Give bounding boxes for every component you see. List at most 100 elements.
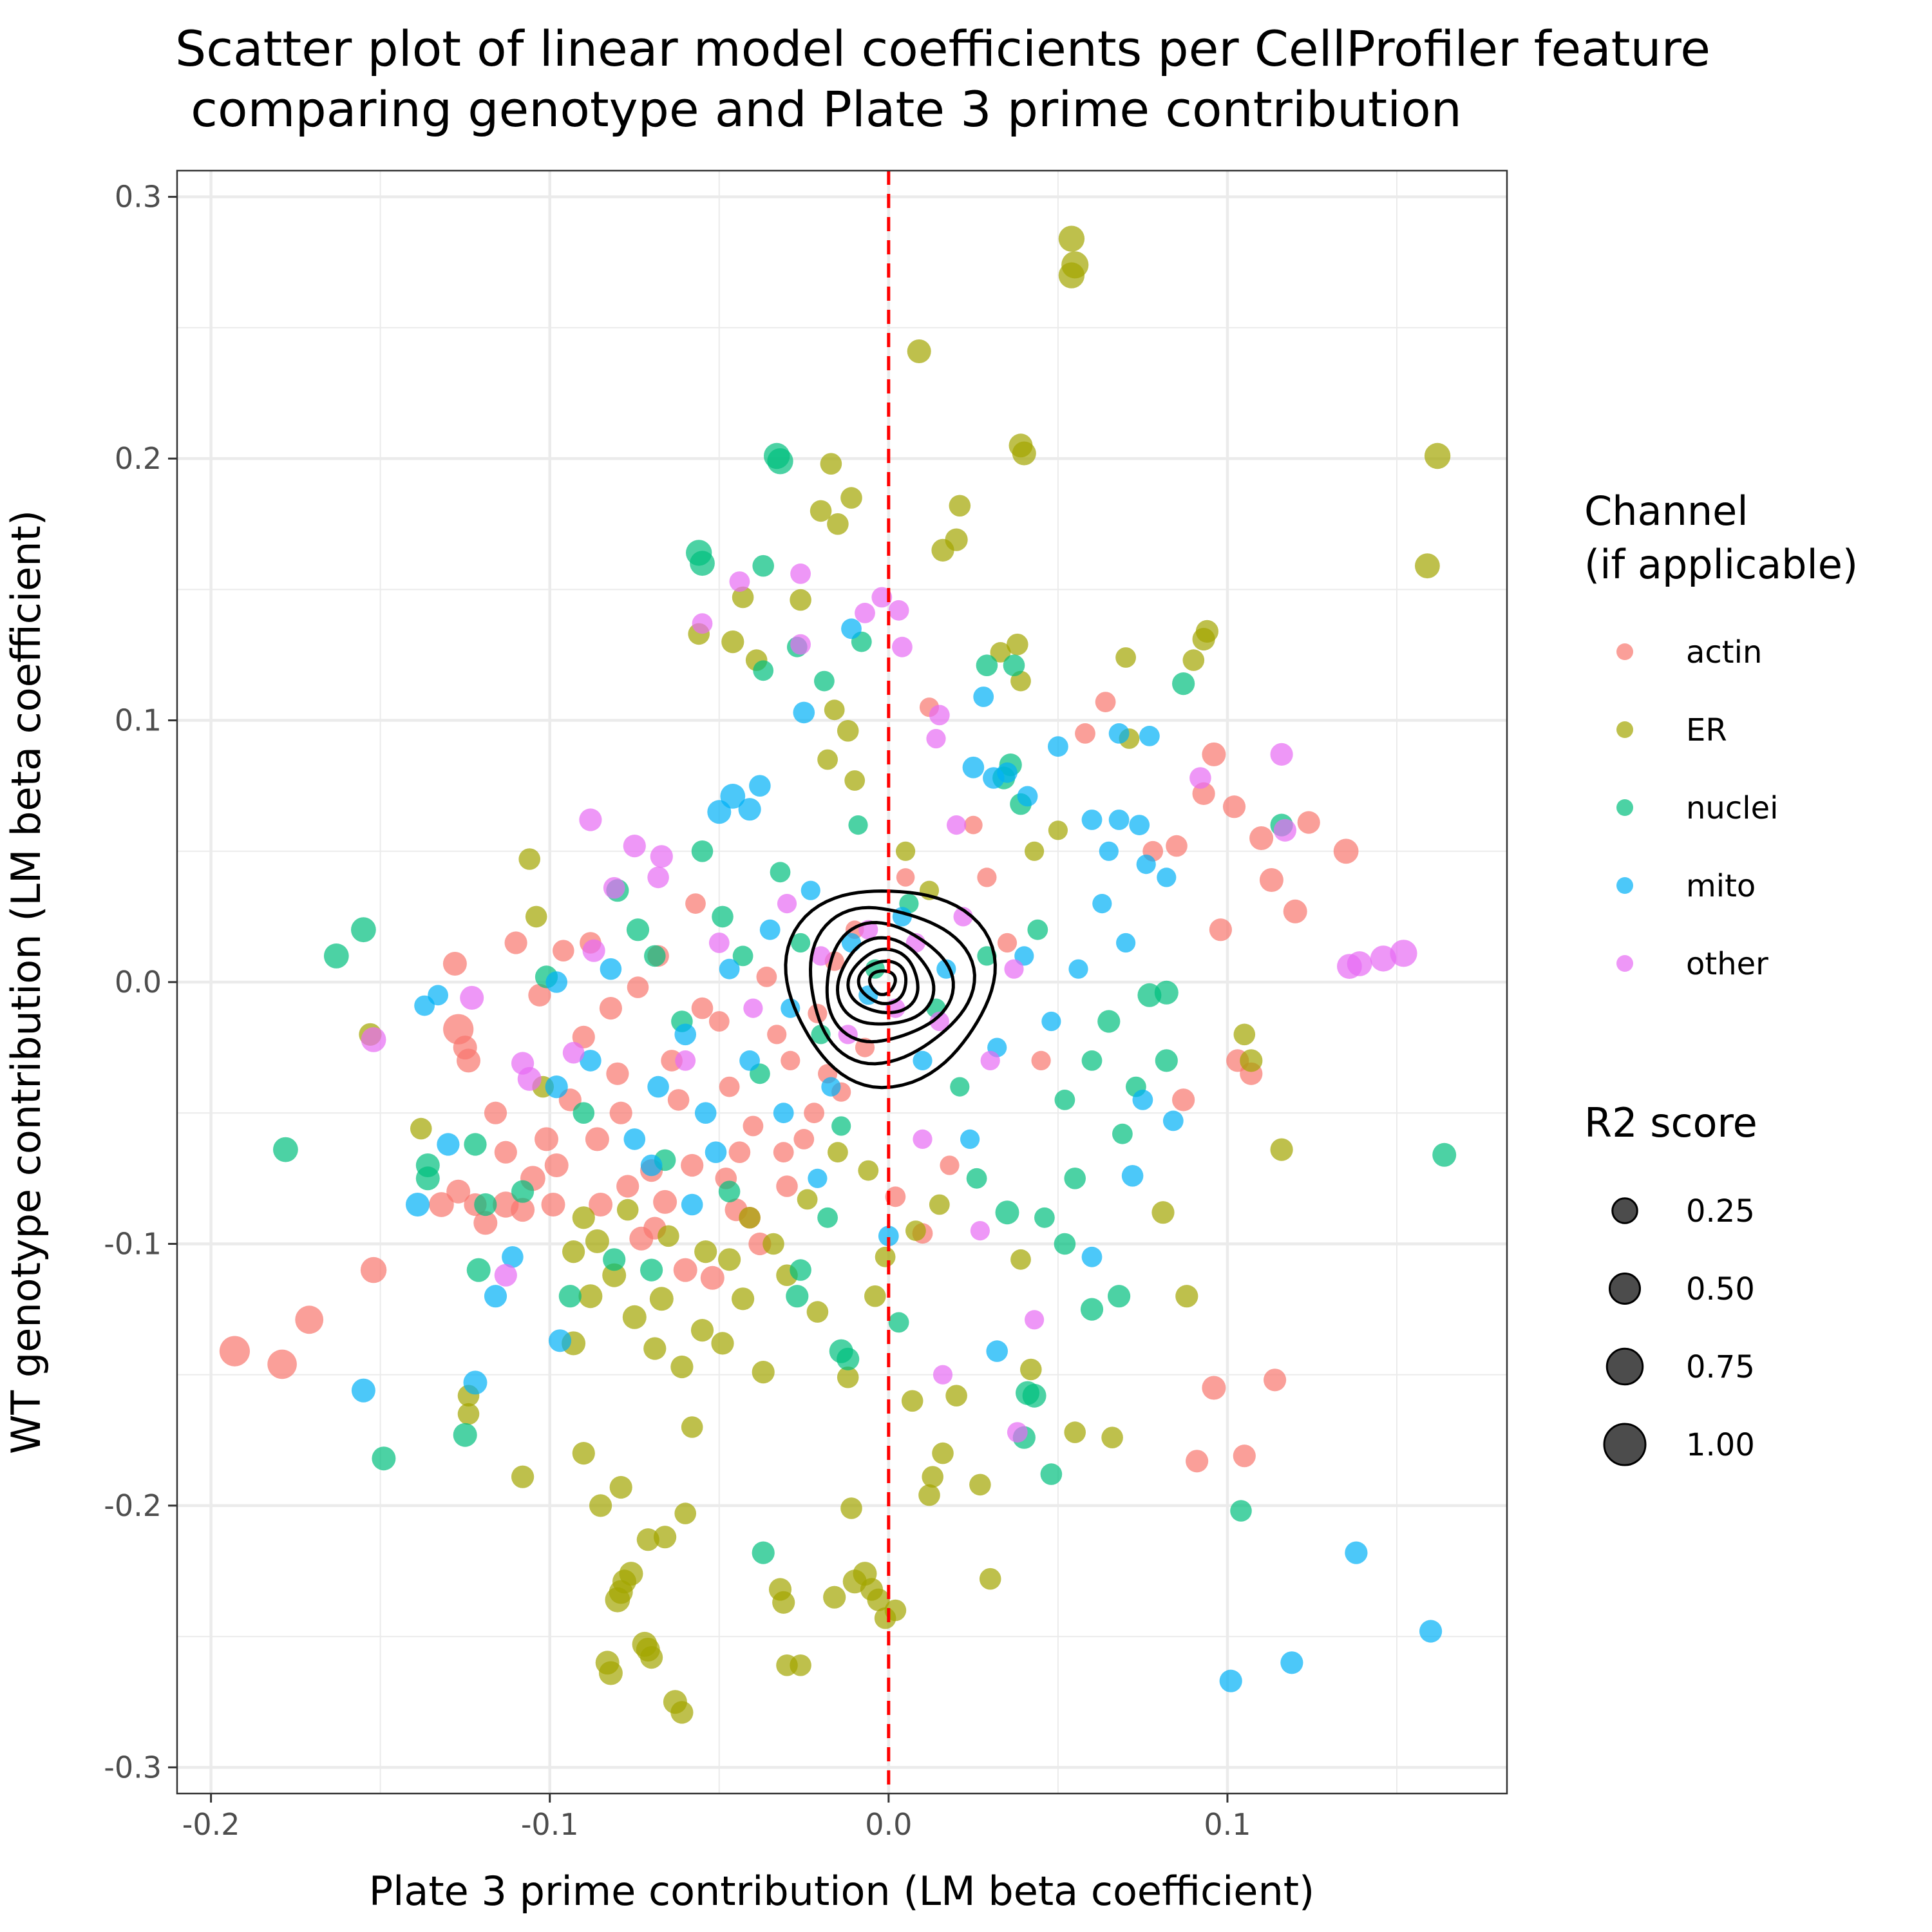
point-other: [1270, 743, 1293, 766]
point-nuclei: [1154, 980, 1179, 1005]
point-mito: [406, 1193, 430, 1217]
point-mito: [1157, 867, 1177, 887]
point-nuclei: [1112, 1123, 1133, 1144]
point-nuclei: [690, 551, 715, 576]
channel-legend-title-line-2: (if applicable): [1584, 541, 1858, 588]
point-mito: [1081, 810, 1103, 830]
y-tick-label: 0.0: [115, 965, 162, 999]
point-mito: [960, 1129, 980, 1149]
point-ER: [1007, 633, 1028, 656]
point-actin: [442, 952, 467, 976]
point-ER: [616, 1198, 639, 1221]
point-actin: [667, 1089, 690, 1111]
point-other: [913, 1129, 933, 1149]
point-mito: [1108, 810, 1130, 830]
point-actin: [360, 1256, 387, 1283]
point-other: [933, 1365, 953, 1385]
point-mito: [600, 958, 622, 980]
point-ER: [1025, 841, 1045, 861]
point-ER: [721, 630, 744, 654]
point-actin: [1186, 1450, 1209, 1473]
point-actin: [997, 933, 1018, 953]
point-actin: [446, 1179, 471, 1204]
point-ER: [990, 642, 1011, 663]
point-ER: [718, 1248, 741, 1271]
density-contour-level: [808, 905, 976, 1066]
point-ER: [840, 487, 862, 509]
point-nuclei: [752, 554, 774, 577]
point-other: [777, 894, 797, 914]
point-ER: [949, 495, 971, 517]
point-mito: [973, 687, 994, 707]
y-tick-label: 0.1: [115, 703, 162, 738]
point-ER: [918, 1484, 940, 1506]
point-nuclei: [1080, 1298, 1104, 1321]
point-nuclei: [995, 1200, 1019, 1225]
point-ER: [1424, 442, 1451, 469]
point-mito: [1116, 933, 1136, 953]
point-ER: [875, 1246, 896, 1267]
point-nuclei: [786, 1285, 809, 1308]
size-legend-label: 1.00: [1686, 1427, 1755, 1463]
point-mito: [1048, 736, 1068, 757]
point-ER: [572, 1206, 595, 1229]
point-nuclei: [558, 1285, 582, 1308]
point-nuclei: [950, 1077, 970, 1097]
plot-panel: [176, 169, 1508, 1795]
point-nuclei: [464, 1133, 487, 1156]
point-mito: [913, 1050, 933, 1070]
point-actin: [553, 940, 574, 961]
point-ER: [979, 1567, 1001, 1590]
point-nuclei: [753, 660, 774, 681]
point-other: [603, 876, 625, 899]
x-tick-label: -0.1: [521, 1807, 579, 1842]
point-actin: [585, 1127, 609, 1151]
density-contour-level: [835, 936, 936, 1026]
point-mito: [437, 1133, 460, 1156]
point-other: [811, 946, 831, 966]
point-other: [1025, 1310, 1045, 1330]
point-actin: [1283, 899, 1307, 923]
point-mito: [997, 762, 1018, 783]
point-nuclei: [814, 670, 835, 692]
point-mito: [1068, 959, 1088, 979]
point-other: [511, 1052, 535, 1075]
legend-key-mito: [1616, 877, 1633, 894]
point-mito: [1099, 841, 1119, 861]
point-actin: [700, 1265, 724, 1290]
x-tick-label: 0.1: [1204, 1807, 1251, 1842]
point-ER: [572, 1442, 595, 1465]
point-mito: [1092, 894, 1112, 914]
point-nuclei: [1054, 1233, 1076, 1255]
point-ER: [1010, 1249, 1031, 1270]
point-nuclei: [1003, 654, 1025, 676]
point-actin: [599, 997, 623, 1020]
point-ER: [589, 1494, 612, 1517]
point-actin: [653, 1189, 677, 1214]
point-other: [623, 835, 646, 858]
point-mito: [720, 784, 746, 809]
point-ER: [922, 1466, 943, 1488]
point-actin: [429, 1192, 454, 1217]
point-nuclei: [1054, 1090, 1075, 1110]
point-ER: [1101, 1426, 1123, 1448]
point-nuclei: [791, 933, 811, 953]
point-ER: [823, 1586, 846, 1609]
legend-key-other: [1616, 955, 1633, 972]
point-nuclei: [1432, 1142, 1457, 1167]
size-legend-key: [1611, 1197, 1638, 1224]
point-mito: [428, 985, 448, 1006]
point-ER: [643, 1337, 667, 1360]
point-ER: [810, 500, 832, 522]
point-ER: [732, 1287, 755, 1311]
point-mito: [694, 1102, 717, 1124]
point-other: [970, 1221, 990, 1241]
point-nuclei: [372, 1446, 396, 1471]
point-ER: [901, 1390, 923, 1412]
point-mito: [580, 1050, 601, 1072]
point-other: [579, 808, 602, 831]
point-mito: [719, 958, 740, 980]
point-ER: [752, 1361, 775, 1384]
point-other: [743, 998, 763, 1018]
legend-key-actin: [1616, 643, 1633, 660]
